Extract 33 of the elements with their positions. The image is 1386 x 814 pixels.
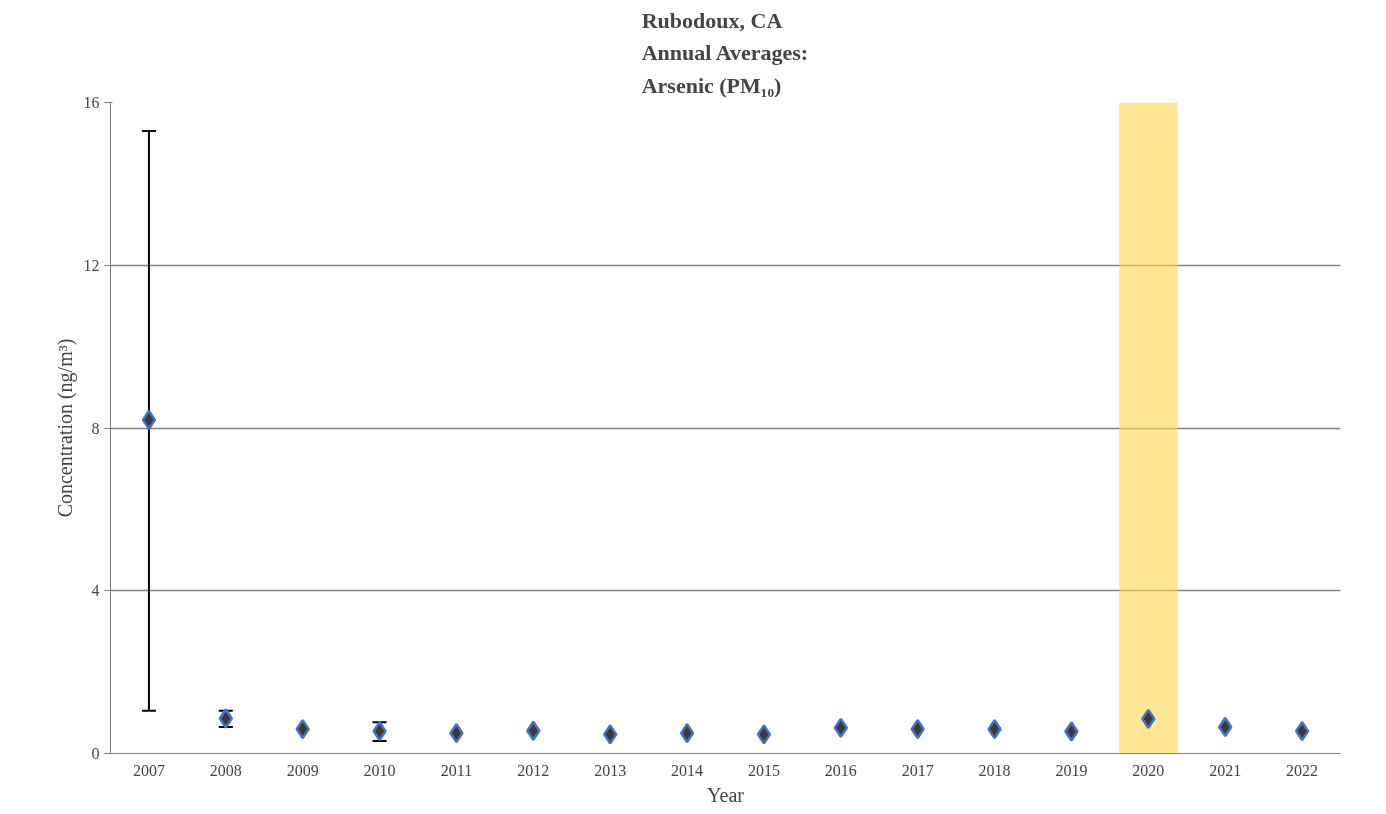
x-tick-label: 2009 bbox=[286, 761, 319, 779]
y-tick-label: 0 bbox=[91, 745, 100, 762]
y-axis-title: Concentration (ng/m³) bbox=[53, 338, 77, 518]
point bbox=[679, 722, 695, 744]
point bbox=[1217, 716, 1233, 738]
x-tick-label: 2021 bbox=[1209, 761, 1242, 779]
x-tick-label: 2008 bbox=[209, 761, 242, 779]
x-tick-label: 2014 bbox=[671, 761, 704, 779]
x-tick-label: 2019 bbox=[1055, 761, 1088, 779]
x-tick-label: 2010 bbox=[363, 761, 396, 779]
x-tick-label: 2016 bbox=[824, 761, 857, 779]
x-tick-label: 2013 bbox=[594, 761, 627, 779]
point bbox=[756, 724, 772, 745]
y-tick-label: 8 bbox=[91, 419, 100, 437]
chart-title: Rubodoux, CA Annual Averages: Arsenic (PM₁₀) bbox=[641, 7, 809, 98]
point bbox=[833, 717, 849, 739]
x-tick-label: 2017 bbox=[901, 761, 934, 779]
point bbox=[141, 409, 157, 431]
point bbox=[602, 724, 618, 745]
x-tick-label: 2018 bbox=[978, 761, 1011, 779]
x-tick-label: 2012 bbox=[517, 761, 550, 779]
y-tick-label: 4 bbox=[91, 582, 100, 600]
x-axis-title: Year bbox=[707, 783, 745, 806]
x-tick-label: 2007 bbox=[132, 761, 165, 779]
point bbox=[1064, 721, 1079, 742]
x-tick-label: 2020 bbox=[1132, 761, 1165, 779]
point bbox=[526, 720, 541, 741]
y-tick-label: 12 bbox=[83, 256, 100, 274]
x-tick-label: 2011 bbox=[440, 761, 473, 779]
point bbox=[1294, 720, 1310, 742]
x-tick-label: 2022 bbox=[1286, 761, 1319, 779]
y-tick-label: 16 bbox=[83, 94, 100, 111]
x-tick-label: 2015 bbox=[747, 761, 780, 779]
